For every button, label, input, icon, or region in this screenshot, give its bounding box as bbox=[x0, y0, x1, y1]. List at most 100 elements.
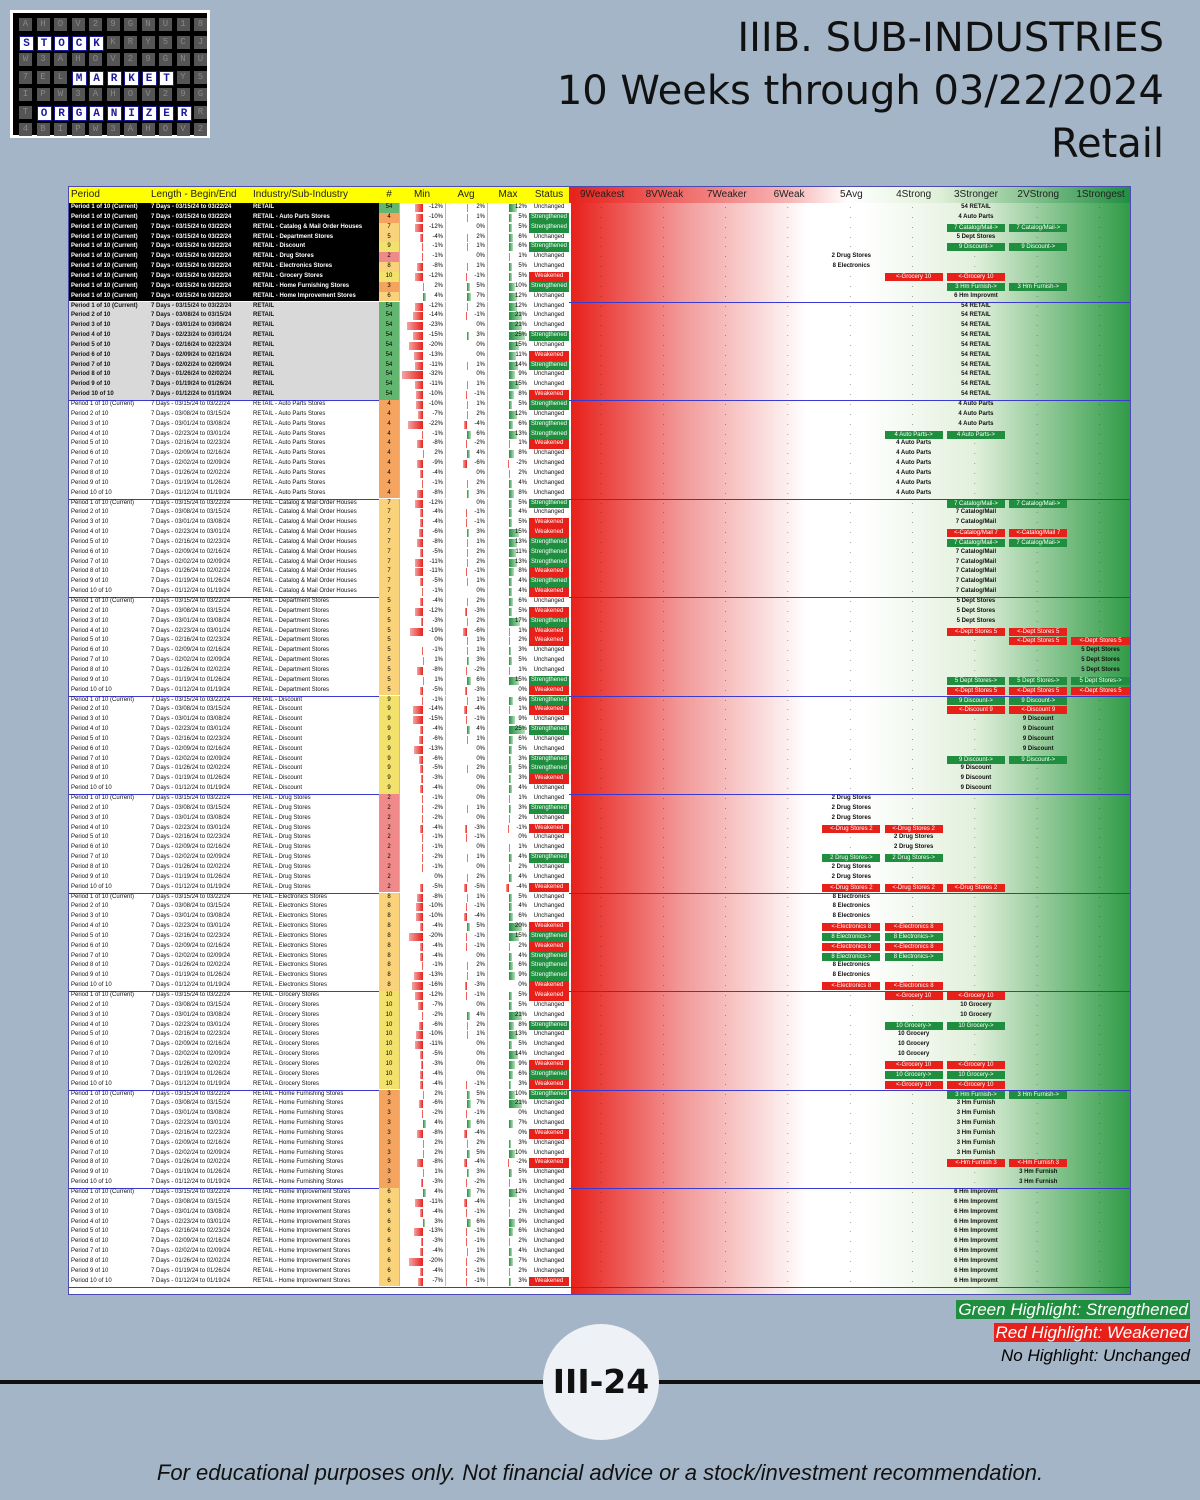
cell-period: Period 4 of 10 bbox=[69, 331, 151, 341]
cell-max: 0% bbox=[487, 981, 529, 991]
logo-tile: H bbox=[141, 123, 155, 136]
level-dot: . bbox=[973, 361, 976, 368]
level-dot: . bbox=[787, 282, 789, 289]
level-dot: . bbox=[1036, 666, 1038, 673]
level-dot: . bbox=[1098, 1208, 1101, 1215]
value-bar bbox=[423, 676, 424, 685]
level-dot: . bbox=[849, 765, 852, 772]
level-dot: . bbox=[600, 332, 602, 339]
level-dot: . bbox=[973, 1198, 976, 1205]
level-dot: . bbox=[724, 942, 727, 949]
cell-min: -5% bbox=[399, 882, 445, 893]
level-dot: . bbox=[600, 617, 602, 624]
level-label: 5 Dept Stores bbox=[1081, 657, 1120, 664]
level-dot: . bbox=[662, 814, 665, 821]
level-dot: . bbox=[600, 509, 602, 516]
cell-max: 0% bbox=[487, 833, 529, 844]
value-text: 2% bbox=[476, 479, 485, 486]
cell-industry: RETAIL - Electronics Stores bbox=[253, 262, 379, 272]
cell-period: Period 1 of 10 (Current) bbox=[71, 1090, 135, 1097]
cell-count: 8 bbox=[379, 961, 399, 972]
cell-max: 4% bbox=[487, 1247, 529, 1257]
logo-tile: 3 bbox=[36, 53, 50, 66]
value-bar bbox=[420, 509, 423, 518]
table-row: Period 5 of 10 7 Days - 02/16/24 to 02/23… bbox=[69, 1227, 1130, 1238]
logo-letter: O bbox=[36, 105, 52, 121]
logo-tile: 2 bbox=[124, 53, 137, 66]
cell-min: -7% bbox=[399, 1000, 445, 1011]
level-label: 10 Grocery bbox=[960, 1011, 992, 1018]
table-row: Period 3 of 10 7 Days - 03/01/24 to 03/08… bbox=[69, 518, 1130, 529]
value-bar bbox=[466, 1238, 467, 1247]
table-row: Period 10 of 10 7 Days - 01/12/24 to 01/1… bbox=[69, 1079, 1130, 1090]
level-dot: . bbox=[724, 391, 727, 398]
value-text: 15% bbox=[514, 341, 527, 348]
level-dot: . bbox=[911, 1011, 914, 1018]
cell-period: Period 1 of 10 (Current) bbox=[71, 696, 135, 703]
level-dot: . bbox=[662, 972, 665, 979]
value-text: 10% bbox=[514, 282, 527, 289]
level-dot: . bbox=[787, 795, 789, 801]
level-dot: . bbox=[724, 785, 727, 792]
table-row: Period 5 of 10 7 Days - 02/16/24 to 02/23… bbox=[69, 439, 1130, 450]
cell-avg: -2% bbox=[445, 1178, 487, 1188]
weakened-badge: <-Drug Stores 2 bbox=[822, 824, 881, 833]
value-bar bbox=[467, 263, 468, 272]
value-bar bbox=[422, 430, 423, 439]
level-dot: . bbox=[1036, 578, 1038, 585]
level-dot: . bbox=[662, 716, 665, 723]
cell-status: Unchanged bbox=[529, 1178, 569, 1188]
level-dot: . bbox=[600, 1169, 602, 1176]
value-bar bbox=[467, 647, 468, 656]
value-bar bbox=[467, 1021, 469, 1030]
level-dot: . bbox=[973, 578, 976, 585]
level-dot: . bbox=[724, 696, 727, 703]
level-dot: . bbox=[1098, 1139, 1101, 1146]
value-text: 1% bbox=[434, 657, 443, 664]
strengthened-badge: 3 Hm Furnish-> bbox=[1009, 1090, 1068, 1099]
level-dot: . bbox=[1036, 647, 1038, 654]
logo-tile: A bbox=[124, 123, 137, 136]
cell-industry: RETAIL - Home Improvement Stores bbox=[253, 1248, 351, 1255]
level-label: 5 Dept Stores bbox=[1081, 647, 1120, 654]
cell-period: Period 9 of 10 bbox=[71, 873, 109, 880]
level-dot: . bbox=[973, 1100, 976, 1107]
cell-period: Period 9 of 10 bbox=[71, 1169, 109, 1176]
cell-length: 7 Days - 02/09/24 to 02/16/24 bbox=[151, 1041, 231, 1048]
level-label: 9 Discount bbox=[960, 785, 992, 792]
cell-period: Period 10 of 10 bbox=[71, 1080, 112, 1087]
value-text: -1% bbox=[474, 272, 485, 279]
level-dot: . bbox=[662, 696, 665, 703]
value-bar bbox=[420, 824, 423, 833]
strength-table: Period Length - Begin/End Industry/Sub-Ind… bbox=[68, 186, 1131, 1295]
cell-count: 4 bbox=[379, 212, 399, 223]
level-dot: . bbox=[1098, 509, 1101, 516]
value-text: -1% bbox=[474, 568, 485, 575]
level-dot: . bbox=[1036, 1198, 1038, 1205]
level-dot: . bbox=[600, 755, 602, 762]
cell-status: Unchanged bbox=[529, 340, 569, 351]
level-dot: . bbox=[1098, 657, 1101, 664]
col-header-level: 7Weaker bbox=[706, 189, 747, 200]
cell-status: Strengthened bbox=[529, 971, 569, 982]
cell-period: Period 8 of 10 bbox=[71, 765, 109, 772]
level-dot: . bbox=[724, 1110, 727, 1117]
cell-max: 1% bbox=[487, 665, 529, 676]
weakened-badge: <-Drug Stores 2 bbox=[946, 883, 1006, 892]
level-dot: . bbox=[973, 332, 976, 339]
level-dot: . bbox=[787, 410, 789, 417]
level-dot: . bbox=[662, 1159, 665, 1166]
value-bar bbox=[464, 1198, 467, 1207]
cell-min: -4% bbox=[399, 518, 445, 529]
level-dot: . bbox=[973, 824, 976, 831]
level-dot: . bbox=[724, 1228, 727, 1235]
cell-period: Period 7 of 10 bbox=[71, 1051, 109, 1058]
cell-count: 4 bbox=[379, 478, 399, 489]
cell-industry: RETAIL - Catalog & Mail Order Houses bbox=[253, 548, 357, 555]
cell-period: Period 3 of 10 bbox=[71, 814, 109, 821]
table-row: Period 9 of 10 7 Days - 01/19/24 to 01/26… bbox=[69, 1266, 1130, 1277]
level-dot: . bbox=[787, 873, 789, 880]
level-dot: . bbox=[600, 479, 602, 486]
level-dot: . bbox=[1036, 391, 1038, 398]
level-dot: . bbox=[849, 1257, 852, 1264]
